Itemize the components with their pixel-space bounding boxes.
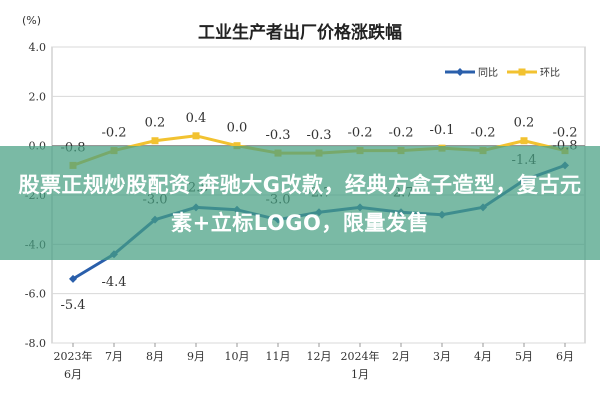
y-tick-label: -6.0 bbox=[25, 288, 46, 301]
y-tick-label: 4.0 bbox=[29, 41, 47, 54]
mom-data-label: 0.2 bbox=[514, 116, 535, 131]
chart-title: 工业生产者出厂价格涨跌幅 bbox=[198, 22, 402, 43]
mom-point bbox=[192, 132, 200, 140]
mom-data-label: -0.2 bbox=[552, 126, 577, 141]
yoy-point bbox=[69, 274, 77, 283]
x-tick-label: 4月 bbox=[474, 350, 492, 363]
mom-data-label: -0.2 bbox=[470, 126, 495, 141]
mom-data-label: 0.4 bbox=[186, 111, 207, 126]
x-tick-label: 8月 bbox=[146, 350, 164, 363]
y-axis-unit: (%) bbox=[22, 14, 41, 27]
x-tick-label: 3月 bbox=[433, 350, 451, 363]
x-tick-label: 6月 bbox=[556, 350, 574, 363]
yoy-data-label: -5.4 bbox=[60, 298, 85, 313]
mom-data-label: -0.2 bbox=[388, 126, 413, 141]
yoy-data-label: -4.4 bbox=[101, 275, 126, 290]
mom-data-label: -0.2 bbox=[101, 126, 126, 141]
mom-point bbox=[520, 137, 528, 145]
chart-legend: 同比 环比 bbox=[445, 67, 560, 79]
x-tick-label: 7月 bbox=[105, 350, 123, 363]
mom-data-label: -0.3 bbox=[265, 128, 290, 143]
y-tick-label: 2.0 bbox=[29, 90, 47, 103]
mom-data-label: -0.3 bbox=[306, 128, 331, 143]
ad-banner-text[interactable]: 股票正规炒股配资 奔驰大G改款，经典方盒子造型，复古元素+立标LOGO，限量发售 bbox=[18, 173, 582, 235]
mom-data-label: 0.0 bbox=[227, 121, 248, 136]
legend-label-yoy: 同比 bbox=[478, 67, 498, 79]
mom-data-label: -0.1 bbox=[429, 123, 454, 138]
mom-data-label: -0.2 bbox=[347, 126, 372, 141]
x-tick-label-line2: 6月 bbox=[64, 368, 82, 381]
mom-data-label: 0.2 bbox=[145, 116, 166, 131]
x-tick-label-line2: 1月 bbox=[351, 368, 369, 381]
x-tick-label: 5月 bbox=[515, 350, 533, 363]
legend-label-mom: 环比 bbox=[540, 67, 560, 79]
legend-marker-mom bbox=[518, 68, 526, 76]
x-tick-label: 2024年 bbox=[341, 349, 380, 363]
x-tick-label: 12月 bbox=[307, 350, 332, 363]
y-tick-label: -8.0 bbox=[25, 337, 46, 350]
x-tick-label: 9月 bbox=[187, 350, 205, 363]
x-tick-label: 2月 bbox=[392, 350, 410, 363]
legend-marker-yoy bbox=[456, 68, 464, 76]
x-tick-label: 11月 bbox=[266, 350, 291, 363]
x-tick-label: 10月 bbox=[225, 350, 250, 363]
x-tick-label: 2023年 bbox=[54, 349, 93, 363]
mom-point bbox=[233, 142, 241, 150]
mom-point bbox=[151, 137, 159, 145]
ad-banner[interactable]: 股票正规炒股配资 奔驰大G改款，经典方盒子造型，复古元素+立标LOGO，限量发售 bbox=[0, 146, 600, 260]
